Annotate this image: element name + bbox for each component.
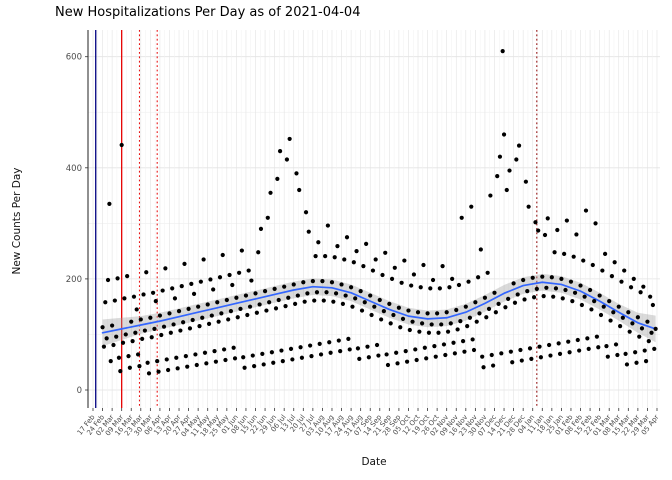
svg-text:200: 200 <box>66 275 82 285</box>
svg-text:400: 400 <box>66 164 82 174</box>
x-axis-label: Date <box>361 456 387 468</box>
svg-text:600: 600 <box>66 53 82 63</box>
chart-title: New Hospitalizations Per Day as of 2021-… <box>55 5 361 20</box>
svg-text:0: 0 <box>77 386 82 396</box>
